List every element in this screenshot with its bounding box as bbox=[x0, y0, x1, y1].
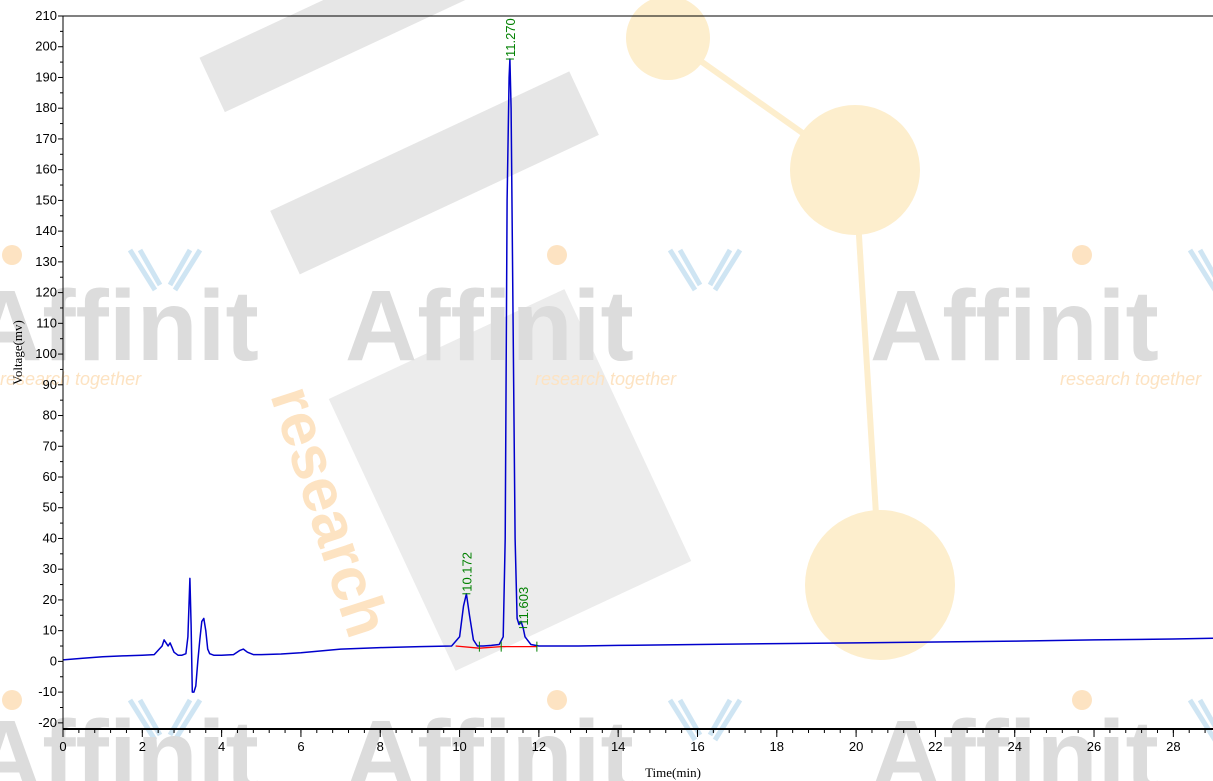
y-tick-label: 30 bbox=[43, 561, 57, 576]
x-tick-label: 20 bbox=[849, 739, 863, 754]
watermark-tagline: research together bbox=[0, 369, 142, 389]
watermark-dot bbox=[805, 510, 955, 660]
x-axis-title: Time(min) bbox=[645, 765, 701, 780]
y-tick-label: 200 bbox=[35, 39, 57, 54]
watermark-brand: Affinit bbox=[870, 270, 1159, 382]
y-tick-label: 170 bbox=[35, 131, 57, 146]
watermark-brand: Affinit bbox=[345, 700, 634, 781]
series-line-0 bbox=[62, 58, 1213, 693]
x-tick-label: 28 bbox=[1166, 739, 1180, 754]
watermark-brand: Affinit bbox=[0, 270, 259, 382]
x-tick-label: 12 bbox=[532, 739, 546, 754]
antibody-icon-arm bbox=[667, 248, 743, 292]
x-tick-label: 14 bbox=[611, 739, 625, 754]
watermark-tagline: research together bbox=[1060, 369, 1202, 389]
watermark-dot bbox=[547, 245, 567, 265]
baseline-line bbox=[455, 645, 537, 649]
antibody-icon-arm bbox=[127, 248, 203, 292]
y-tick-label: 0 bbox=[50, 653, 57, 668]
peak-label: 11.603 bbox=[516, 587, 531, 626]
antibody-icon bbox=[127, 698, 203, 742]
watermark-dot bbox=[790, 105, 920, 235]
x-tick-label: 0 bbox=[59, 739, 66, 754]
watermark-brand: Affinit bbox=[870, 700, 1159, 781]
x-tick-label: 22 bbox=[928, 739, 942, 754]
y-axis-title: Voltage(mv) bbox=[10, 320, 25, 385]
x-tick-label: 18 bbox=[770, 739, 784, 754]
watermark-brand: Affinit bbox=[0, 700, 259, 781]
antibody-icon bbox=[1187, 248, 1213, 292]
x-tick-label: 24 bbox=[1007, 739, 1021, 754]
x-tick-label: 16 bbox=[690, 739, 704, 754]
y-tick-label: 10 bbox=[43, 623, 57, 638]
y-tick-label: 90 bbox=[43, 377, 57, 392]
y-tick-label: 70 bbox=[43, 438, 57, 453]
axes: -20-100102030405060708090100110120130140… bbox=[10, 8, 1213, 780]
x-tick-label: 8 bbox=[377, 739, 384, 754]
antibody-icon-arm bbox=[1187, 248, 1213, 292]
y-tick-label: 180 bbox=[35, 100, 57, 115]
y-tick-label: 160 bbox=[35, 162, 57, 177]
plot-area: 10.172 11.270 11.603 bbox=[62, 18, 1213, 693]
y-tick-label: 100 bbox=[35, 346, 57, 361]
x-tick-label: 10 bbox=[452, 739, 466, 754]
y-tick-label: 190 bbox=[35, 69, 57, 84]
y-tick-label: 130 bbox=[35, 254, 57, 269]
watermark-block bbox=[328, 289, 692, 671]
watermark-dot bbox=[547, 690, 567, 710]
y-tick-label: 210 bbox=[35, 8, 57, 23]
antibody-icon-arm bbox=[1187, 698, 1213, 742]
x-tick-label: 4 bbox=[218, 739, 225, 754]
antibody-icon bbox=[127, 248, 203, 292]
watermark-dot bbox=[1072, 245, 1092, 265]
x-tick-label: 26 bbox=[1087, 739, 1101, 754]
watermark-dot bbox=[2, 245, 22, 265]
y-tick-label: -10 bbox=[38, 684, 57, 699]
x-tick-label: 6 bbox=[297, 739, 304, 754]
antibody-icon-arm bbox=[667, 698, 743, 742]
y-tick-label: 60 bbox=[43, 469, 57, 484]
watermark-dot bbox=[2, 690, 22, 710]
y-tick-label: 120 bbox=[35, 285, 57, 300]
antibody-icon bbox=[667, 698, 743, 742]
peak-label: 11.270 bbox=[503, 18, 518, 57]
antibody-icon-arm bbox=[127, 698, 203, 742]
y-tick-label: 50 bbox=[43, 500, 57, 515]
antibody-icon bbox=[1187, 698, 1213, 742]
y-tick-label: 140 bbox=[35, 223, 57, 238]
peak-label: 10.172 bbox=[459, 552, 474, 592]
y-tick-label: -20 bbox=[38, 715, 57, 730]
y-tick-label: 110 bbox=[36, 315, 57, 330]
watermark-tagline: research together bbox=[535, 369, 677, 389]
y-tick-label: 20 bbox=[43, 592, 57, 607]
watermark-band bbox=[199, 0, 470, 113]
watermark-brand: Affinit bbox=[345, 270, 634, 382]
watermark-dot bbox=[1072, 690, 1092, 710]
watermark-band bbox=[270, 71, 599, 275]
antibody-icon bbox=[667, 248, 743, 292]
y-tick-label: 40 bbox=[43, 530, 57, 545]
x-tick-label: 2 bbox=[139, 739, 146, 754]
y-tick-label: 150 bbox=[35, 192, 57, 207]
y-tick-label: 80 bbox=[43, 408, 57, 423]
